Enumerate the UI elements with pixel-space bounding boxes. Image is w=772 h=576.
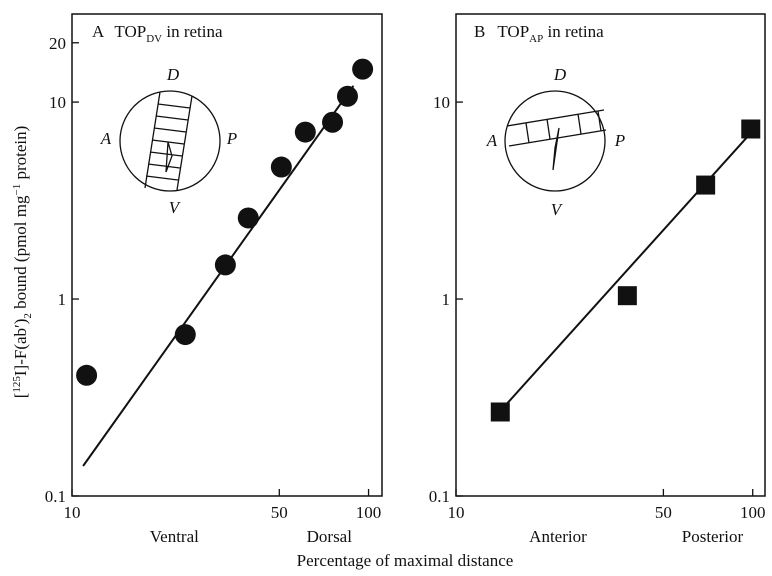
panel-title: A TOPDV in retina	[92, 22, 223, 45]
data-point	[617, 286, 637, 306]
x-tick-label: 10	[448, 503, 465, 522]
plot-frame	[455, 13, 766, 497]
panel-label: B	[474, 22, 485, 41]
x-side-label: Anterior	[529, 527, 587, 546]
y-tick-label: 20	[49, 34, 66, 53]
y-label-part: [	[11, 392, 30, 398]
x-tick-label: 100	[740, 503, 766, 522]
y-tick-label: 0.1	[429, 487, 450, 506]
y-label-part: bound (pmol mg	[11, 195, 30, 313]
title: TOP	[497, 22, 529, 41]
data-point	[490, 402, 510, 422]
inset-label: V	[551, 200, 564, 219]
y-label-sup: −1	[11, 184, 23, 196]
data-point	[76, 364, 98, 386]
title-rest: in retina	[162, 22, 223, 41]
y-tick-label: 10	[49, 93, 66, 112]
x-tick-label: 100	[356, 503, 382, 522]
inset-b-shape	[504, 90, 607, 192]
y-label-part: I]-F(ab′)	[11, 319, 30, 377]
y-label-sub: 2	[22, 313, 34, 319]
x-tick-label: 10	[64, 503, 81, 522]
inset-a-shape	[119, 90, 221, 192]
title-sub: DV	[146, 33, 162, 45]
data-point	[336, 85, 358, 107]
y-axis-label: [125I]-F(ab′)2 bound (pmol mg−1 protein)	[11, 126, 34, 399]
title: TOP	[114, 22, 146, 41]
data-point	[352, 58, 374, 80]
inset-label: V	[169, 198, 182, 217]
y-label-part: protein)	[11, 126, 30, 184]
data-point	[237, 207, 259, 229]
y-tick-label: 0.1	[45, 487, 66, 506]
data-point	[322, 111, 344, 133]
x-axis-label: Percentage of maximal distance	[297, 551, 514, 570]
fit-line	[499, 132, 752, 412]
plot-frame	[71, 13, 383, 497]
panel-label: A	[92, 22, 105, 41]
inset-label: A	[100, 129, 112, 148]
data-point	[214, 254, 236, 276]
inset-label: P	[226, 129, 237, 148]
x-tick-label: 50	[655, 503, 672, 522]
y-label-sup: 125	[11, 376, 23, 393]
data-point	[294, 121, 316, 143]
inset-label: D	[166, 65, 180, 84]
y-tick-label: 1	[442, 290, 451, 309]
data-point	[270, 156, 292, 178]
title-sub: AP	[529, 33, 543, 45]
fit-line	[82, 85, 355, 467]
x-side-label: Ventral	[150, 527, 199, 546]
x-side-label: Posterior	[682, 527, 744, 546]
x-tick-label: 50	[271, 503, 288, 522]
inset-label: A	[486, 131, 498, 150]
y-tick-label: 10	[433, 93, 450, 112]
title-rest: in retina	[543, 22, 604, 41]
panel-title: B TOPAP in retina	[474, 22, 604, 45]
data-point	[696, 175, 716, 195]
inset-label: P	[614, 131, 625, 150]
y-tick-label: 1	[58, 290, 67, 309]
data-point	[174, 324, 196, 346]
data-point	[741, 119, 761, 139]
x-side-label: Dorsal	[307, 527, 353, 546]
inset-label: D	[553, 65, 567, 84]
